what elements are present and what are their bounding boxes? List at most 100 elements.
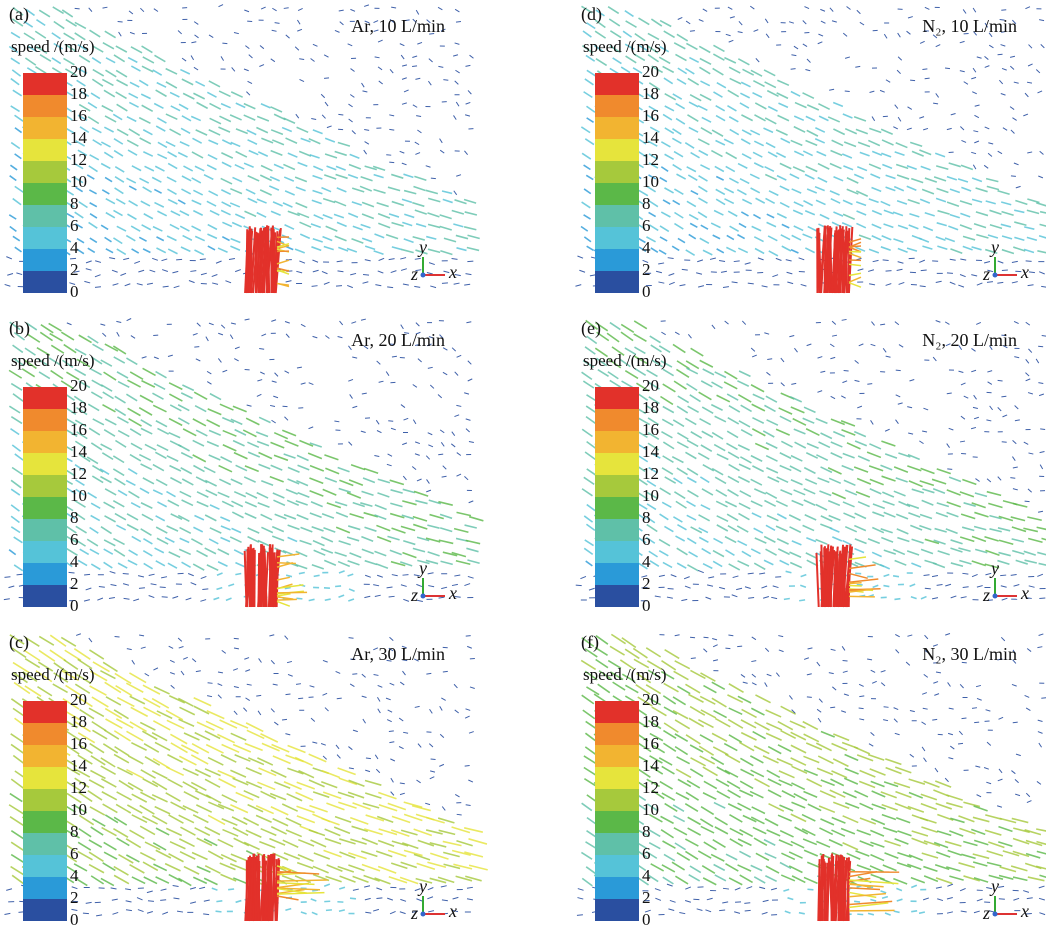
flow-vector: [216, 911, 222, 912]
flow-vector: [180, 70, 189, 74]
flow-vector: [871, 420, 874, 424]
flow-vector: [261, 514, 272, 519]
flow-vector: [676, 769, 691, 777]
flow-vector: [698, 212, 707, 217]
flow-vector: [89, 780, 104, 788]
flow-vector: [219, 5, 224, 7]
flow-vector: [738, 696, 751, 703]
flow-vector: [759, 887, 765, 888]
flow-vector: [375, 505, 387, 510]
flow-vector: [984, 537, 998, 541]
flow-vector: [819, 806, 835, 812]
flow-vector: [246, 493, 257, 498]
flow-vector: [127, 214, 136, 219]
flow-vector: [717, 249, 724, 253]
flow-vector: [768, 236, 777, 241]
flow-vector: [207, 371, 211, 374]
flow-vector: [429, 59, 433, 62]
flow-vector: [295, 249, 305, 253]
flow-vector: [374, 674, 379, 675]
flow-vector: [895, 322, 899, 325]
flow-vector: [207, 565, 218, 570]
flow-vector: [963, 587, 969, 588]
flow-vector: [997, 282, 1003, 283]
flow-vector: [842, 381, 847, 383]
flow-vector: [672, 138, 681, 143]
flow-vector: [378, 866, 396, 873]
flow-vector: [702, 407, 713, 413]
flow-vector: [275, 373, 278, 377]
flow-vector: [1012, 551, 1024, 555]
flow-vector: [678, 779, 691, 786]
flow-vector: [715, 827, 728, 834]
axis-label: x: [448, 262, 457, 282]
flow-vector: [322, 818, 340, 824]
colorbar-segment: [595, 745, 639, 767]
colorbar-segment: [595, 723, 639, 745]
flow-vector: [374, 251, 384, 254]
flow-vector: [845, 490, 857, 495]
flow-vector: [880, 465, 892, 470]
flow-vector: [153, 668, 158, 670]
flow-vector: [989, 529, 1001, 532]
flow-vector: [872, 791, 886, 797]
flow-vector: [972, 178, 982, 182]
flow-vector: [258, 152, 267, 156]
flow-vector: [843, 453, 855, 457]
flow-vector: [416, 899, 422, 901]
flow-vector: [11, 384, 22, 391]
flow-vector: [365, 142, 369, 145]
flow-vector: [884, 707, 889, 708]
flow-vector: [726, 152, 737, 158]
colorbar-segment: [595, 271, 639, 293]
colorbar-tick-label: 8: [642, 194, 651, 213]
flow-vector: [114, 357, 125, 363]
flow-vector: [922, 431, 927, 432]
flow-vector: [246, 830, 261, 837]
flow-vector: [232, 177, 241, 181]
flow-vector: [115, 396, 126, 403]
flow-vector: [153, 490, 162, 494]
flow-vector: [947, 512, 959, 516]
flow-vector: [984, 768, 989, 770]
flow-vector: [391, 271, 397, 273]
flow-vector: [365, 781, 381, 786]
flow-vector: [754, 563, 765, 569]
flow-vector: [738, 32, 743, 33]
flow-vector: [740, 875, 753, 882]
flow-vector: [672, 457, 683, 463]
flow-vector: [816, 841, 830, 847]
flow-vector: [441, 442, 444, 446]
flow-vector: [112, 899, 118, 900]
flow-vector: [193, 211, 202, 216]
flow-vector: [466, 274, 472, 275]
flow-vector: [282, 128, 292, 132]
flow-vector: [663, 114, 672, 120]
flow-vector: [719, 910, 725, 911]
flow-vector: [126, 839, 141, 848]
flow-vector: [470, 55, 474, 58]
flow-vector: [925, 213, 935, 216]
flow-vector: [132, 249, 139, 253]
flow-vector: [870, 174, 880, 178]
flow-vector: [700, 696, 715, 704]
flow-vector: [286, 138, 297, 143]
flow-vector: [763, 756, 778, 763]
flow-vector: [416, 116, 421, 117]
flow-vector: [911, 911, 917, 912]
flow-vector: [93, 70, 104, 76]
flow-vector: [379, 81, 383, 84]
flow-vector: [804, 658, 809, 660]
flow-vector: [221, 178, 232, 184]
flow-vector: [285, 441, 299, 447]
flow-vector: [582, 153, 591, 159]
flow-vector: [179, 104, 188, 109]
flow-vector: [468, 235, 480, 238]
flow-vector: [124, 598, 130, 599]
flow-vector: [659, 575, 665, 576]
flow-vector: [972, 708, 977, 709]
flow-vector: [363, 274, 369, 275]
flow-vector: [428, 249, 440, 252]
flow-vector: [452, 259, 458, 260]
flow-vector: [960, 259, 966, 260]
